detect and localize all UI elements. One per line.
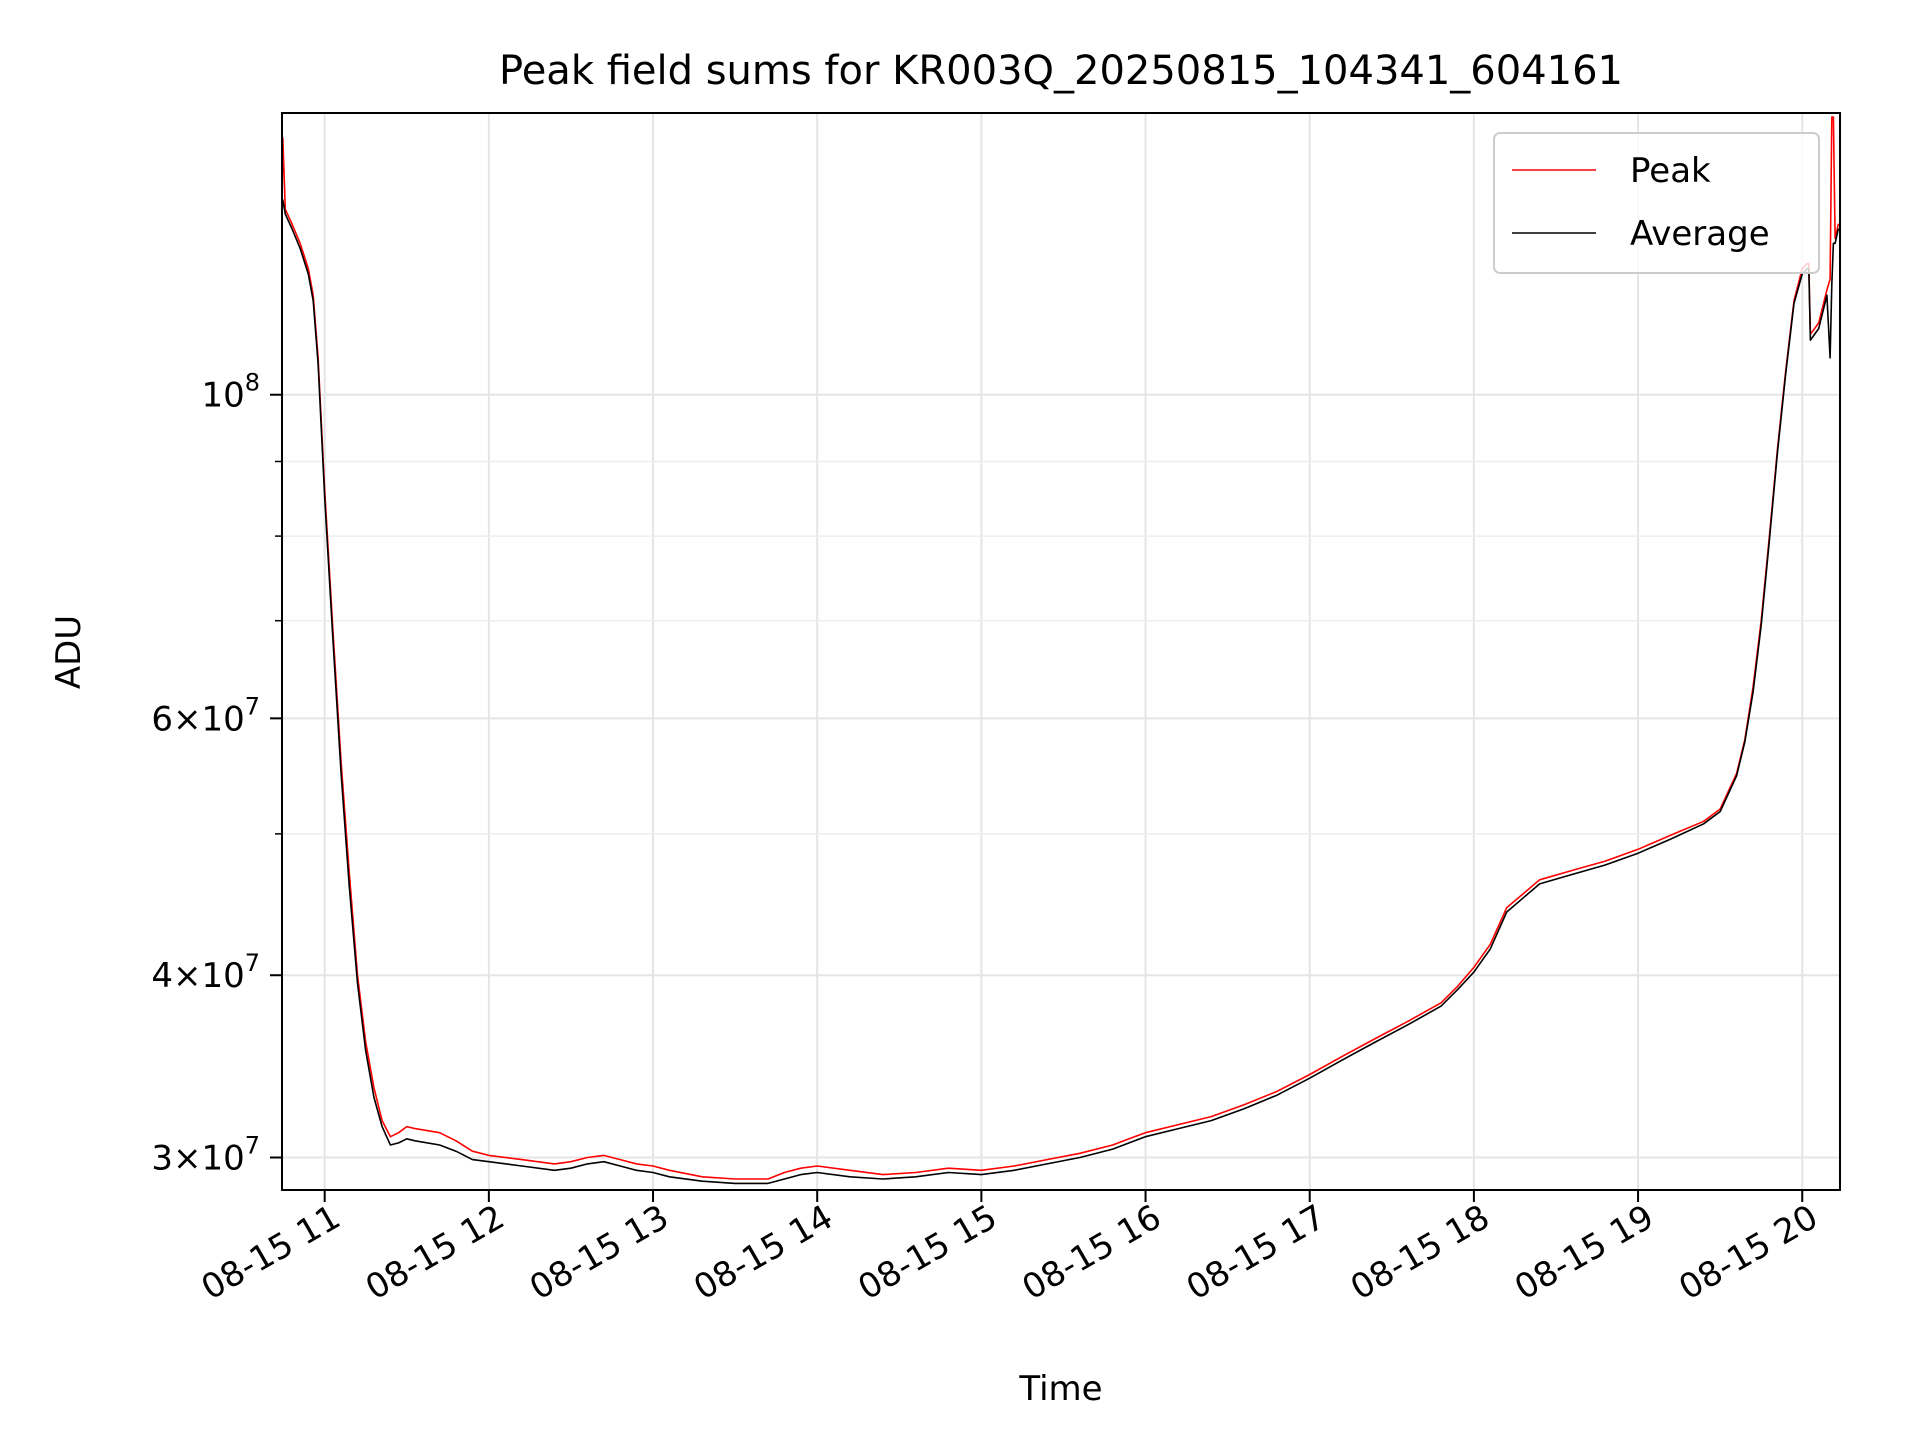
series-line-average (281, 199, 1840, 1185)
legend-peak-label: Peak (1630, 151, 1711, 191)
plot-area-frame (281, 112, 1841, 1191)
y-tick-label: 6×107 (151, 692, 260, 739)
legend-box (1493, 132, 1820, 274)
y-tick-label: 3×107 (151, 1132, 260, 1179)
chart-title: Peak field sums for KR003Q_20250815_1043… (499, 48, 1623, 94)
plot-series (281, 116, 1840, 1185)
y-tick-label: 108 (201, 369, 260, 416)
x-axis-label: Time (1018, 1369, 1102, 1409)
y-axis-label: ADU (49, 615, 89, 689)
legend: Peak Average (1493, 132, 1820, 274)
y-tick-label: 4×107 (151, 949, 260, 996)
legend-average-label: Average (1630, 214, 1770, 254)
